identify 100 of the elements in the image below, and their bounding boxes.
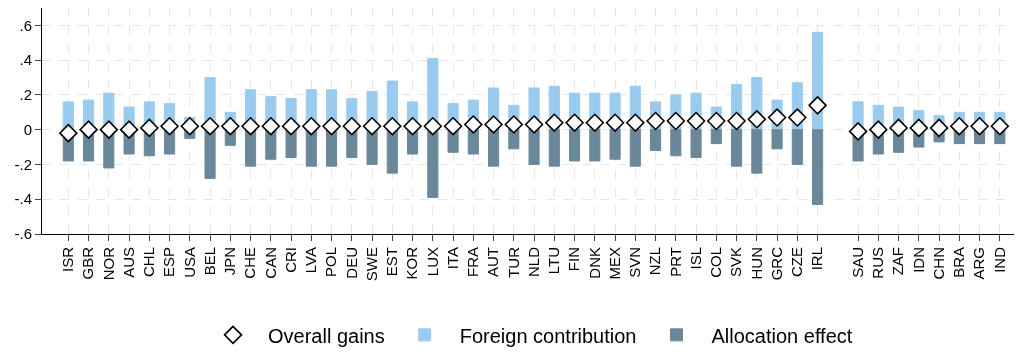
bar [629, 129, 641, 167]
point [322, 116, 341, 136]
point [443, 116, 463, 136]
point [261, 116, 281, 136]
x-tick-label: PRT [666, 247, 684, 277]
point [605, 113, 625, 132]
x-tick-label: CAN [261, 247, 279, 279]
bar [670, 129, 682, 157]
point [869, 120, 888, 139]
x-tick-label: TUR [504, 246, 522, 278]
point [767, 108, 787, 127]
bar [650, 129, 662, 152]
bar [467, 129, 479, 155]
x-tick-label: LUX [423, 247, 441, 277]
x-tick-label: NLD [524, 246, 542, 278]
bar [731, 129, 743, 167]
point [362, 116, 382, 136]
legend-label: Allocation effect [711, 324, 853, 347]
point [848, 122, 868, 141]
point [200, 116, 220, 136]
x-tick-label: FIN [565, 247, 583, 272]
x-tick-label: JPN [221, 247, 239, 276]
bar [751, 129, 763, 174]
x-tick-label: HUN [747, 247, 765, 280]
point [484, 115, 503, 134]
point [545, 113, 564, 132]
point [707, 111, 726, 131]
x-tick-label: ARG [970, 247, 988, 280]
point [241, 116, 260, 136]
point [140, 118, 159, 138]
x-tick-label: CRI [281, 247, 299, 273]
x-tick-label: CHL [140, 247, 158, 278]
x-tick-label: IRL [808, 247, 826, 271]
point [160, 116, 179, 136]
bar [609, 129, 621, 160]
x-tick-label: POL [322, 247, 340, 278]
x-tick-label: AUS [119, 247, 137, 278]
point [281, 116, 301, 136]
y-tick-label: -.4 [14, 190, 32, 208]
legend-label: Overall gains [268, 324, 385, 347]
point [59, 123, 78, 143]
legend-label: Foreign contribution [459, 324, 637, 347]
x-tick-label: LVA [302, 247, 320, 274]
bar [710, 129, 722, 145]
point [221, 116, 240, 136]
bar [548, 129, 560, 167]
x-tick-label: ISR [59, 246, 77, 273]
y-tick-label: 0 [23, 120, 32, 138]
x-tick-label: RUS [869, 247, 887, 279]
point [990, 116, 1010, 136]
x-tick-label: SAU [848, 247, 866, 278]
bar [771, 129, 783, 150]
x-tick-label: FRA [464, 247, 482, 277]
point [119, 120, 139, 139]
point [666, 111, 686, 131]
x-tick-label: IDN [909, 247, 927, 273]
x-tick-label: BEL [200, 247, 218, 276]
x-tick-label: COL [707, 247, 725, 278]
bar [386, 129, 398, 174]
point [686, 111, 706, 131]
bar [812, 129, 824, 205]
x-tick-label: CZE [788, 247, 806, 277]
point [970, 116, 989, 136]
bar [204, 129, 216, 179]
x-tick-label: CHN [929, 247, 947, 280]
x-tick-label: IND [990, 246, 1008, 273]
x-tick-label: EST [383, 247, 401, 277]
y-tick-label: .6 [19, 16, 32, 34]
x-tick-label: MEX [605, 247, 623, 280]
point [747, 110, 767, 129]
bar [569, 129, 581, 162]
x-tick-label: GRC [767, 246, 785, 281]
point [180, 116, 200, 136]
bar [265, 129, 277, 160]
x-tick-label: NZL [646, 247, 664, 276]
y-tick-label: -.2 [14, 155, 32, 173]
point [626, 113, 645, 132]
point [889, 118, 908, 138]
bar [791, 129, 803, 165]
point [808, 96, 827, 115]
point [788, 108, 807, 127]
point [302, 116, 321, 136]
x-tick-label: BRA [950, 247, 968, 278]
bar [528, 129, 540, 165]
bar [488, 129, 500, 167]
x-tick-label: DNK [585, 247, 603, 279]
y-tick-label: -.6 [14, 225, 32, 243]
x-tick-label: ITA [443, 247, 461, 270]
x-tick-label: NOR [99, 246, 117, 281]
x-tick-label: AUT [484, 247, 502, 277]
point [79, 120, 98, 139]
point [646, 111, 665, 131]
x-tick-label: SVN [626, 247, 644, 278]
x-tick-label: LTU [545, 247, 563, 275]
point [504, 115, 524, 134]
x-tick-label: USA [180, 247, 198, 278]
x-tick-label: KOR [403, 246, 421, 280]
point [403, 116, 422, 136]
point [727, 111, 746, 131]
x-tick-label: DEU [342, 247, 360, 279]
